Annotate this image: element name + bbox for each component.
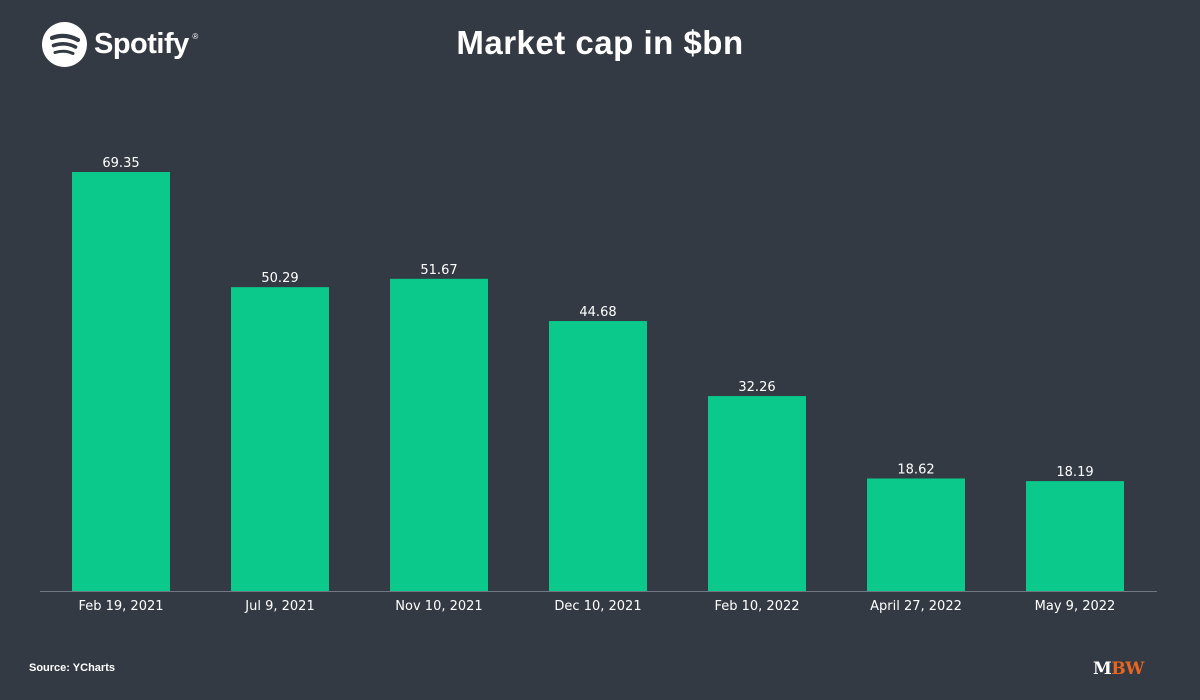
x-tick-label-5: April 27, 2022 (870, 599, 962, 614)
x-tick-label-4: Feb 10, 2022 (714, 599, 799, 614)
value-label-5: 18.62 (897, 463, 934, 478)
bars-group (72, 172, 1124, 591)
bar-4 (708, 396, 806, 591)
bar-0 (72, 172, 170, 591)
bar-5 (867, 478, 965, 591)
value-label-6: 18.19 (1056, 465, 1093, 480)
value-label-0: 69.35 (102, 156, 139, 171)
value-label-3: 44.68 (579, 305, 616, 320)
value-label-1: 50.29 (261, 271, 298, 286)
x-tick-label-2: Nov 10, 2021 (395, 599, 482, 614)
bar-6 (1026, 481, 1124, 591)
chart-title: Market cap in $bn (456, 24, 744, 61)
x-tick-label-6: May 9, 2022 (1035, 599, 1116, 614)
value-label-2: 51.67 (420, 263, 457, 278)
tick-labels-group: Feb 19, 2021 Jul 9, 2021 Nov 10, 2021 Dec 1… (78, 599, 1115, 614)
bar-1 (231, 287, 329, 591)
spotify-logo-icon (42, 21, 87, 67)
spotify-logo: Spotify ® (42, 21, 198, 67)
value-labels-group: 69.35 50.29 51.67 44.68 32.26 18.62 18.19 (102, 156, 1093, 480)
bar-2 (390, 278, 488, 591)
source-note: Source: YCharts (29, 662, 115, 674)
registered-mark: ® (192, 31, 198, 41)
bar-3 (549, 321, 647, 591)
x-tick-label-3: Dec 10, 2021 (554, 599, 641, 614)
x-tick-label-1: Jul 9, 2021 (244, 599, 314, 614)
logo-wordmark: Spotify ® (94, 27, 198, 60)
mbw-logo: MBW (1093, 659, 1144, 679)
x-tick-label-0: Feb 19, 2021 (78, 599, 163, 614)
value-label-4: 32.26 (738, 380, 775, 395)
